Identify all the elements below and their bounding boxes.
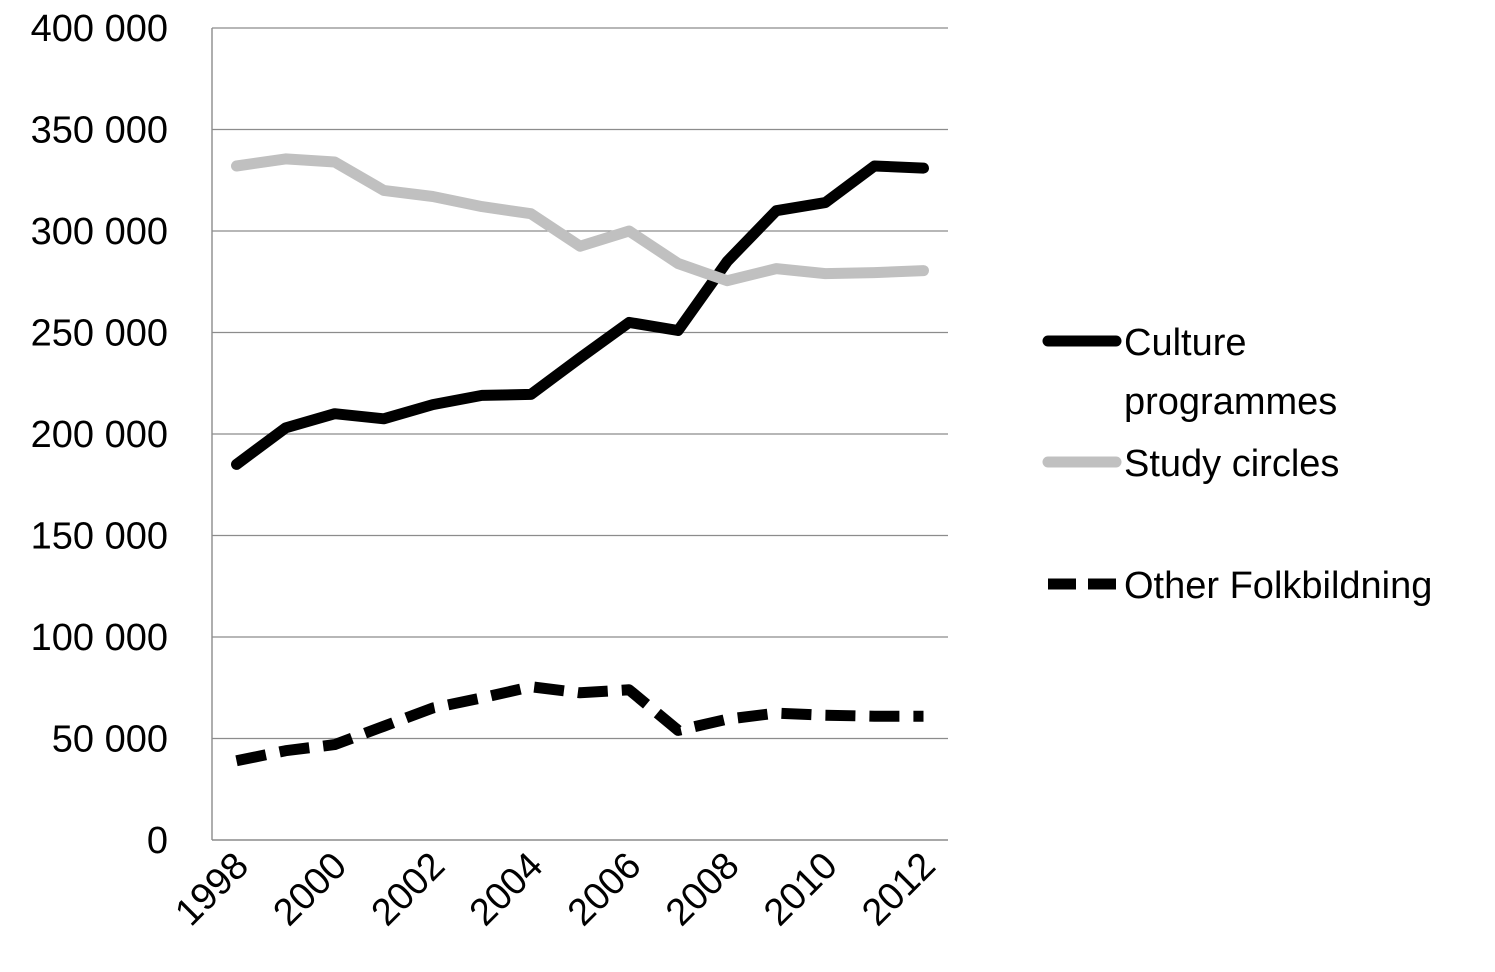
- x-tick-label: 2006: [560, 845, 649, 934]
- y-tick-label: 0: [147, 820, 168, 862]
- y-tick-label: 350 000: [31, 110, 168, 152]
- y-tick-label: 200 000: [31, 414, 168, 456]
- x-tick-label: 2002: [364, 845, 453, 934]
- x-tick-label: 2000: [266, 845, 355, 934]
- legend: Culture programmes Study circles Other Folk…: [1042, 322, 1432, 607]
- series-lines: [231, 153, 929, 767]
- x-tick-label: 2004: [462, 845, 551, 934]
- legend-label-1: Culture: [1124, 322, 1247, 364]
- y-tick-label: 300 000: [31, 211, 168, 253]
- y-tick-label: 50 000: [52, 719, 168, 761]
- y-tick-label: 100 000: [31, 617, 168, 659]
- gridlines: [212, 27, 948, 740]
- series-line-1: [231, 160, 929, 470]
- x-tick-label: 2008: [658, 845, 747, 934]
- legend-label-3: Other Folkbildning: [1124, 565, 1432, 607]
- x-tick-label: 2010: [756, 845, 845, 934]
- series-line-2: [231, 153, 929, 287]
- axes: [211, 28, 948, 841]
- y-tick-label: 250 000: [31, 313, 168, 355]
- y-tick-label: 150 000: [31, 516, 168, 558]
- legend-label-1: programmes: [1124, 381, 1337, 423]
- legend-label-2: Study circles: [1124, 443, 1339, 485]
- series-line-3: [235, 681, 924, 767]
- x-tick-labels: 1998 2000 2002 2004 2006 2008 2010 2012: [167, 845, 943, 934]
- x-tick-label: 1998: [167, 845, 256, 934]
- x-tick-label: 2012: [854, 845, 943, 934]
- y-tick-label: 400 000: [31, 8, 168, 50]
- y-tick-labels: 0 50 000 100 000 150 000 200 000 250 000 300 0…: [31, 8, 168, 862]
